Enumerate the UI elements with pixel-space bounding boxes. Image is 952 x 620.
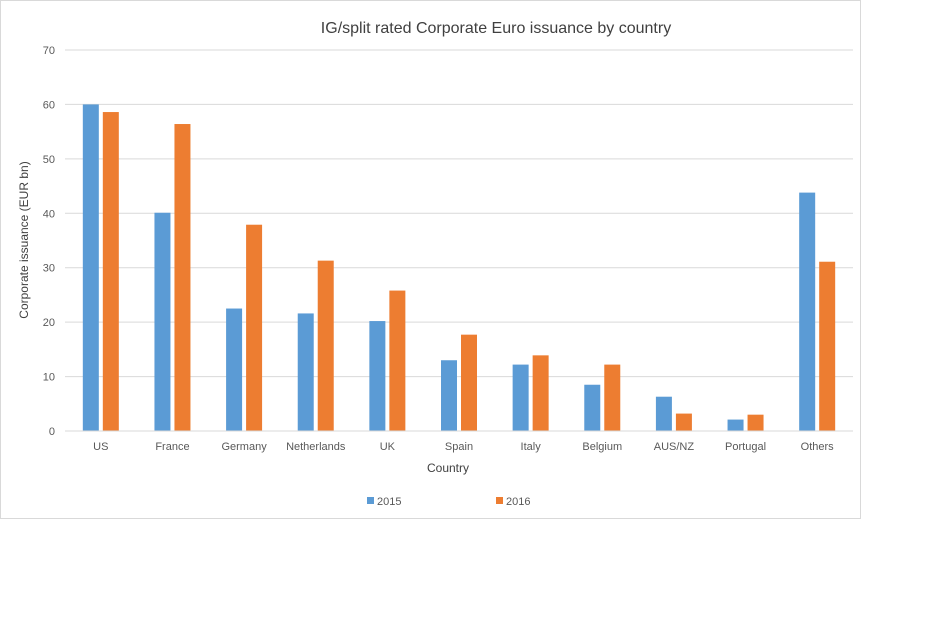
bar-2015-portugal	[727, 419, 744, 431]
bar-2016-france	[174, 124, 191, 431]
y-tick-label: 50	[43, 154, 55, 166]
x-axis-ticks: US France Germany Netherlands UK Spain Italy Be…	[93, 441, 834, 453]
legend-label-2015: 2015	[377, 496, 401, 508]
y-axis-title: Corporate issuance (EUR bn)	[17, 161, 31, 318]
bar-2016-belgium	[604, 364, 621, 431]
y-tick-label: 0	[49, 426, 55, 438]
x-tick-label: Belgium	[582, 441, 622, 453]
chart-svg: IG/split rated Corporate Euro issuance b…	[17, 20, 853, 508]
bar-2015-uk	[369, 321, 386, 431]
x-tick-label: France	[155, 441, 189, 453]
chart-title: IG/split rated Corporate Euro issuance b…	[321, 20, 671, 37]
y-tick-label: 10	[43, 372, 55, 384]
x-tick-label: Portugal	[725, 441, 766, 453]
bar-2016-others	[819, 261, 836, 431]
bar-2015-belgium	[584, 384, 601, 431]
y-tick-label: 70	[43, 45, 55, 57]
bar-2016-germany	[246, 224, 263, 431]
bar-2015-france	[154, 212, 171, 431]
x-tick-label: AUS/NZ	[654, 441, 695, 453]
legend-label-2016: 2016	[506, 496, 530, 508]
x-tick-label: Germany	[221, 441, 267, 453]
x-tick-label: Others	[801, 441, 835, 453]
x-tick-label: US	[93, 441, 108, 453]
bar-2016-aus-nz	[675, 413, 692, 431]
x-tick-label: UK	[380, 441, 396, 453]
bar-2016-italy	[532, 355, 549, 431]
legend: 2015 2016	[367, 496, 530, 508]
bar-2015-italy	[512, 364, 529, 431]
x-tick-label: Spain	[445, 441, 473, 453]
y-axis-ticks: 0 10 20 30 40 50 60 70	[43, 45, 55, 438]
x-tick-label: Italy	[521, 441, 542, 453]
legend-swatch-2015	[367, 497, 374, 504]
bar-2016-uk	[389, 290, 406, 431]
y-tick-label: 20	[43, 317, 55, 329]
bar-2016-spain	[461, 334, 477, 431]
legend-swatch-2016	[496, 497, 503, 504]
bar-2015-netherlands	[297, 313, 314, 431]
bar-2015-others	[799, 192, 816, 431]
x-tick-label: Netherlands	[286, 441, 346, 453]
grid-lines	[65, 49, 853, 378]
bars	[82, 104, 836, 431]
bar-2015-aus-nz	[655, 396, 672, 431]
chart-frame: IG/split rated Corporate Euro issuance b…	[0, 0, 861, 519]
bar-2015-germany	[226, 308, 243, 431]
y-tick-label: 30	[43, 263, 55, 275]
y-tick-label: 60	[43, 99, 55, 111]
bar-2016-us	[102, 112, 119, 431]
y-tick-label: 40	[43, 208, 55, 220]
bar-2015-us	[82, 104, 99, 431]
bar-2016-netherlands	[317, 260, 334, 431]
bar-2016-portugal	[747, 414, 764, 431]
bar-2015-spain	[441, 360, 457, 431]
x-axis-title: Country	[427, 461, 469, 475]
